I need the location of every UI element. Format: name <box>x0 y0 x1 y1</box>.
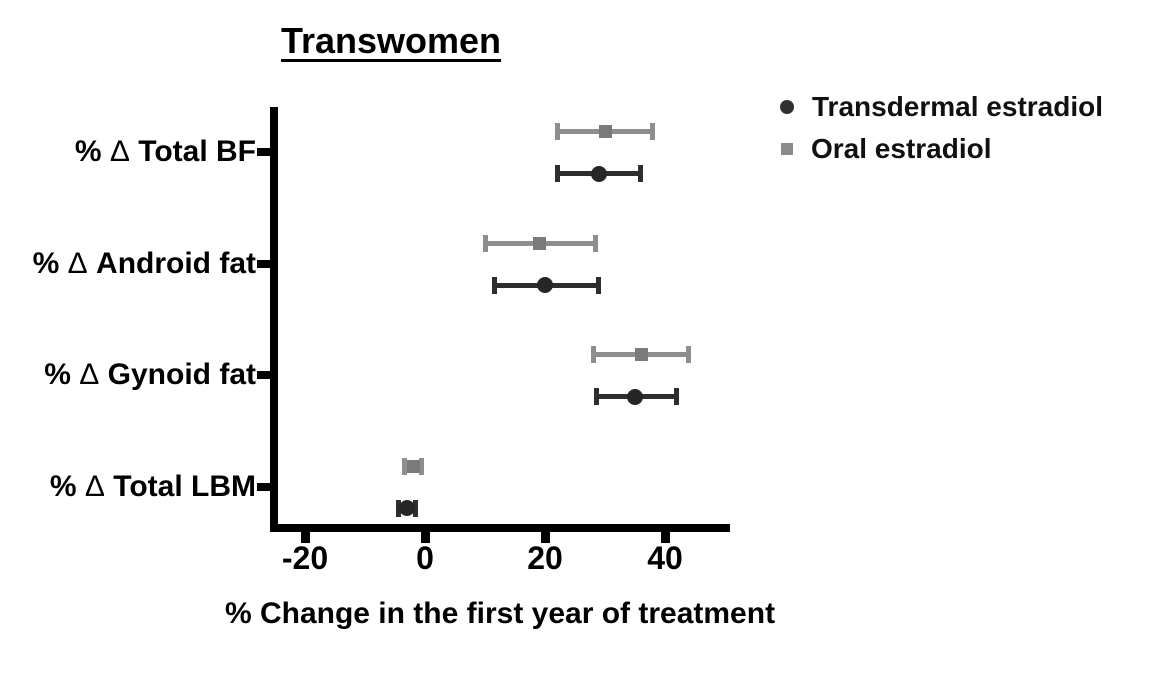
error-bar-cap-right <box>413 499 418 517</box>
data-point-marker-circle <box>399 500 415 516</box>
error-bar-cap-left <box>555 123 560 140</box>
y-axis-tick <box>257 482 270 491</box>
delta-symbol: Δ <box>84 469 105 503</box>
error-bar-cap-right <box>650 123 655 140</box>
error-bar-cap-right <box>596 276 601 294</box>
y-axis-category-label: % Δ Total LBM <box>49 469 256 503</box>
data-point-marker-square <box>406 459 420 473</box>
delta-symbol: Δ <box>79 358 100 391</box>
x-axis-tick <box>660 532 670 543</box>
y-axis-line <box>270 107 278 532</box>
legend-label: Oral estradiol <box>811 133 992 164</box>
delta-symbol: Δ <box>109 135 130 168</box>
legend-item-oral-estradiol: Oral estradiol <box>780 128 1103 170</box>
data-point-marker-circle <box>591 165 607 182</box>
x-axis-tick <box>420 532 430 543</box>
circle-marker-icon <box>780 100 794 114</box>
data-point-marker-square <box>532 236 546 250</box>
legend-label: Transdermal estradiol <box>812 91 1104 122</box>
error-bar-cap-left <box>402 457 407 475</box>
x-axis-tick-label: 0 <box>416 540 434 576</box>
y-axis-category-label: % Δ Gynoid fat <box>44 358 256 391</box>
error-bar-cap-left <box>396 499 401 517</box>
legend-item-transdermal-estradiol: Transdermal estradiol <box>780 86 1103 128</box>
y-axis-tick <box>257 259 270 268</box>
y-axis-tick <box>257 371 270 379</box>
x-axis-line <box>270 524 730 532</box>
y-axis-category-label: % Δ Android fat <box>32 246 256 280</box>
x-axis-tick <box>300 532 310 543</box>
data-point-marker-square <box>598 125 612 138</box>
y-axis-category-label: % Δ Total BF <box>74 135 256 168</box>
x-axis-tick-label: 40 <box>647 540 683 576</box>
error-bar-cap-right <box>686 346 691 363</box>
data-point-marker-circle <box>537 277 553 293</box>
error-bar-cap-left <box>555 165 560 182</box>
legend: Transdermal estradiol Oral estradiol <box>780 86 1103 170</box>
error-bar-cap-left <box>483 234 488 252</box>
x-axis-title: % Change in the first year of treatment <box>224 597 776 630</box>
x-axis-tick-label: -20 <box>281 540 329 576</box>
y-axis-tick <box>257 148 270 156</box>
chart-title: Transwomen <box>280 20 502 61</box>
data-point-marker-square <box>634 348 648 361</box>
error-bar-cap-right <box>419 457 424 475</box>
error-bar-cap-right <box>593 234 598 252</box>
error-bar-cap-right <box>674 388 679 405</box>
error-bar-cap-left <box>492 276 497 294</box>
x-axis-tick <box>540 532 550 543</box>
square-marker-icon <box>781 143 793 155</box>
error-bar-cap-right <box>638 165 643 182</box>
data-point-marker-circle <box>627 388 643 405</box>
x-axis-tick-label: 20 <box>527 540 563 576</box>
error-bar-cap-left <box>591 346 596 363</box>
delta-symbol: Δ <box>67 246 88 280</box>
error-bar-cap-left <box>594 388 599 405</box>
